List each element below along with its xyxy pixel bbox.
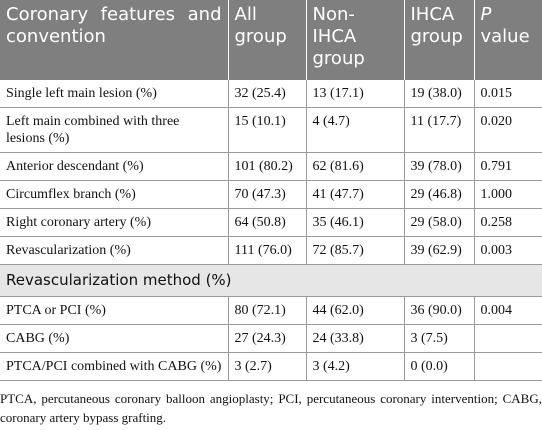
table-row: Left main combined with three lesions (%… [0, 107, 542, 153]
row-label: PTCA or PCI (%) [0, 296, 228, 325]
p-text: value [480, 26, 530, 47]
cell: 41 (47.7) [305, 180, 404, 209]
empty-cell [473, 324, 542, 353]
row-label: Circumflex branch (%) [0, 180, 228, 209]
row-label: Anterior descendant (%) [0, 152, 228, 181]
header-row: Coronary features and convention All gro… [0, 0, 542, 80]
cell: 27 (24.3) [227, 324, 306, 353]
header-cell: All group [227, 0, 306, 80]
cell: 0.020 [473, 107, 542, 153]
footnote: PTCA, percutaneous coronary balloon angi… [0, 391, 542, 425]
cell: 39 (78.0) [403, 152, 474, 181]
cell: 15 (10.1) [227, 107, 306, 153]
cell: 0.004 [473, 296, 542, 325]
row-label: CABG (%) [0, 324, 228, 353]
cell: 72 (85.7) [305, 236, 404, 265]
cell: 0.015 [473, 80, 542, 108]
cell: 62 (81.6) [305, 152, 404, 181]
table-row: Revascularization (%) 111 (76.0) 72 (85.7)… [0, 236, 542, 265]
cell: 3 (7.5) [403, 324, 474, 353]
table-row: Anterior descendant (%) 101 (80.2) 62 (81.… [0, 152, 542, 181]
cell: 24 (33.8) [305, 324, 404, 353]
section-row: Revascularization method (%) [0, 264, 542, 297]
cell: 36 (90.0) [403, 296, 474, 325]
cell: 13 (17.1) [305, 80, 404, 108]
cell: 35 (46.1) [305, 208, 404, 237]
table-row: CABG (%) 27 (24.3) 24 (33.8) 3 (7.5) [0, 324, 542, 353]
cell: 80 (72.1) [227, 296, 306, 325]
cell: 29 (58.0) [403, 208, 474, 237]
cell: 32 (25.4) [227, 80, 306, 108]
cell: 3 (2.7) [227, 352, 306, 381]
cell: 70 (47.3) [227, 180, 306, 209]
section-label: Revascularization method (%) [0, 264, 542, 297]
header-cell: Non-IHCA group [305, 0, 404, 80]
cell: 11 (17.7) [403, 107, 474, 153]
table: Coronary features and convention All gro… [0, 0, 542, 381]
p-label: P [480, 4, 492, 25]
cell: 3 (4.2) [305, 352, 404, 381]
table-row: PTCA or PCI (%) 80 (72.1) 44 (62.0) 36 (90.… [0, 296, 542, 325]
cell: 0.791 [473, 152, 542, 181]
row-label: Single left main lesion (%) [0, 80, 228, 108]
row-label: PTCA/PCI combined with CABG (%) [0, 352, 228, 381]
empty-cell [473, 352, 542, 381]
cell: 64 (50.8) [227, 208, 306, 237]
header-cell: Coronary features and convention [0, 0, 228, 80]
cell: 39 (62.9) [403, 236, 474, 265]
cell: 101 (80.2) [227, 152, 306, 181]
table-row: Circumflex branch (%) 70 (47.3) 41 (47.7) 2… [0, 180, 542, 209]
cell: 0 (0.0) [403, 352, 474, 381]
cell: 0.003 [473, 236, 542, 265]
row-label: Left main combined with three lesions (%… [0, 107, 228, 153]
row-label: Right coronary artery (%) [0, 208, 228, 237]
cell: 44 (62.0) [305, 296, 404, 325]
table-row: PTCA/PCI combined with CABG (%) 3 (2.7) 3 … [0, 352, 542, 381]
cell: 1.000 [473, 180, 542, 209]
cell: 29 (46.8) [403, 180, 474, 209]
cell: 4 (4.7) [305, 107, 404, 153]
table-row: Single left main lesion (%) 32 (25.4) 13 (… [0, 80, 542, 108]
header-cell: IHCA group [403, 0, 474, 80]
cell: 111 (76.0) [227, 236, 306, 265]
cell: 19 (38.0) [403, 80, 474, 108]
table-row: Right coronary artery (%) 64 (50.8) 35 (46… [0, 208, 542, 237]
cell: 0.258 [473, 208, 542, 237]
row-label: Revascularization (%) [0, 236, 228, 265]
table-body: Single left main lesion (%) 32 (25.4) 13 (… [0, 80, 542, 381]
